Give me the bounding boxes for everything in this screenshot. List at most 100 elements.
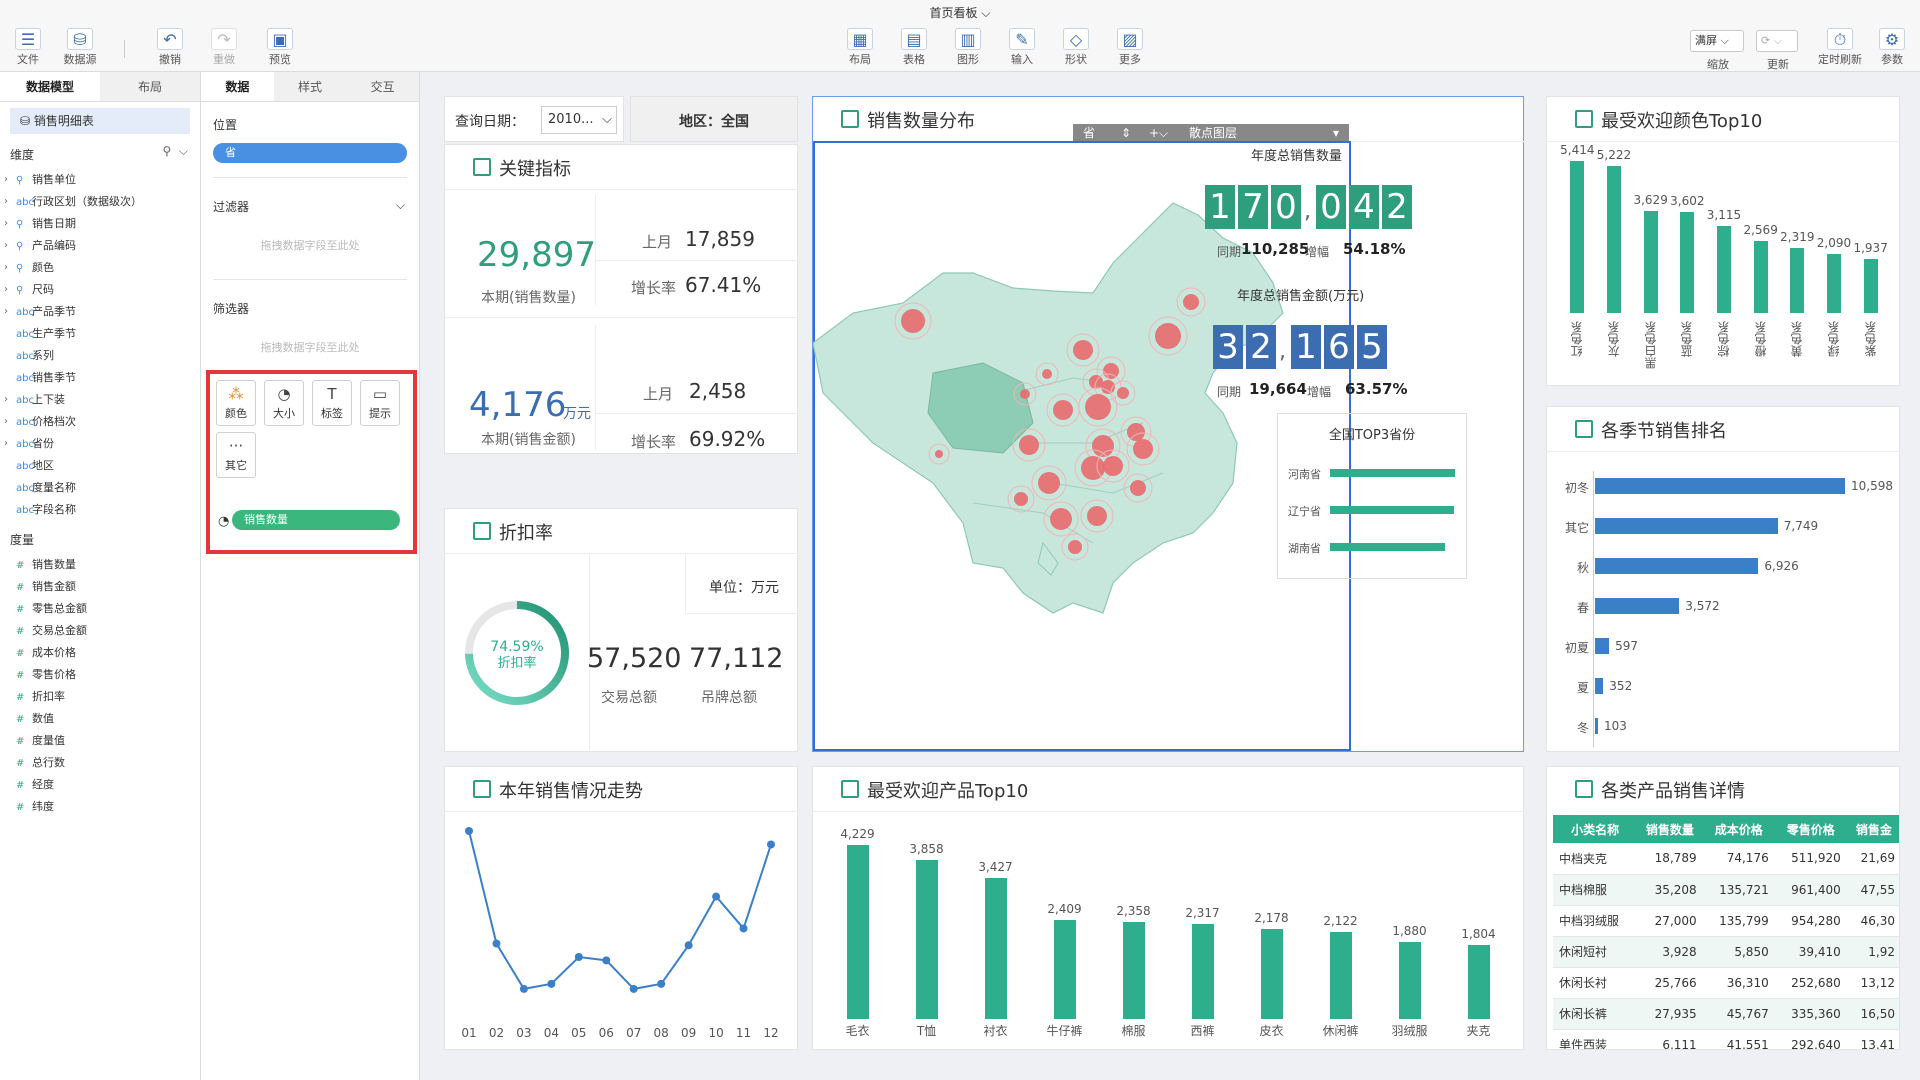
- measure-field[interactable]: # 纬度: [0, 796, 200, 818]
- chevron-right-icon[interactable]: ›: [4, 174, 8, 185]
- add-layer-icon[interactable]: +⌵: [1149, 126, 1169, 140]
- qty-yoy-label: 同期: [1217, 245, 1242, 259]
- number-field-icon: #: [16, 670, 25, 681]
- chevron-right-icon[interactable]: ›: [4, 416, 8, 427]
- filter-drop-zone[interactable]: 拖拽数据字段至此处: [260, 239, 360, 252]
- table-row[interactable]: 中档夹克 18,789 74,176 511,920 21,69: [1553, 843, 1899, 875]
- dimension-field[interactable]: abc地区: [0, 455, 200, 477]
- measure-field[interactable]: # 数值: [0, 708, 200, 730]
- more-button[interactable]: ▨ 更多: [1106, 28, 1154, 70]
- move-icon[interactable]: ⇕: [1121, 126, 1132, 140]
- dimension-field[interactable]: › abc价格档次: [0, 411, 200, 433]
- dimension-field[interactable]: › ⚲ 销售单位: [0, 169, 200, 191]
- measure-field[interactable]: # 零售价格: [0, 664, 200, 686]
- graph-button[interactable]: ▥ 图形: [944, 28, 992, 70]
- dimension-field[interactable]: › abc行政区划（数据级次）: [0, 191, 200, 213]
- column-header[interactable]: 小类名称: [1553, 815, 1638, 843]
- dimension-field[interactable]: abc生产季节: [0, 323, 200, 345]
- zoom-select[interactable]: 满屏 ⌵: [1690, 30, 1744, 52]
- timer-refresh-button[interactable]: ⏱ 定时刷新: [1812, 28, 1868, 70]
- mark-color-button[interactable]: ⁂ 颜色: [216, 380, 256, 426]
- file-button[interactable]: ☰ 文件: [4, 28, 52, 70]
- chevron-right-icon[interactable]: ›: [4, 262, 8, 273]
- region-filter[interactable]: 地区：全国: [630, 96, 798, 142]
- picker-drop-zone[interactable]: 拖拽数据字段至此处: [260, 341, 360, 354]
- layer-toolbar[interactable]: 省 ⇕ +⌵ 散点图层 ▾: [1073, 124, 1349, 142]
- column-header[interactable]: 零售价格: [1774, 815, 1847, 843]
- shape-button[interactable]: ◇ 形状: [1052, 28, 1100, 70]
- tab-data[interactable]: 数据: [201, 72, 274, 101]
- table-row[interactable]: 休闲短衬 3,928 5,850 39,410 1,92: [1553, 936, 1899, 968]
- datasource-button[interactable]: ⛁ 数据源: [56, 28, 104, 70]
- mark-label-button[interactable]: T 标签: [312, 380, 352, 426]
- redo-button[interactable]: ↷ 重做: [200, 28, 248, 70]
- dimension-field[interactable]: › ⚲ 尺码: [0, 279, 200, 301]
- column-header[interactable]: 销售数量: [1637, 815, 1703, 843]
- measure-field[interactable]: # 销售金额: [0, 576, 200, 598]
- layer-province-button[interactable]: 省: [1083, 126, 1096, 140]
- measure-field[interactable]: # 交易总金额: [0, 620, 200, 642]
- dimension-field[interactable]: › ⚲ 颜色: [0, 257, 200, 279]
- table-row[interactable]: 休闲长衬 25,766 36,310 252,680 13,12: [1553, 967, 1899, 999]
- table-row[interactable]: 单件西装 6,111 41,551 292,640 13,41: [1553, 1029, 1899, 1049]
- measure-field[interactable]: # 度量值: [0, 730, 200, 752]
- measure-field[interactable]: # 成本价格: [0, 642, 200, 664]
- table-row[interactable]: 休闲长裤 27,935 45,767 335,360 16,50: [1553, 998, 1899, 1030]
- dimension-field[interactable]: › ⚲ 产品编码: [0, 235, 200, 257]
- tab-style[interactable]: 样式: [298, 80, 323, 94]
- table-cell: 292,640: [1774, 1029, 1847, 1049]
- chevron-right-icon[interactable]: ›: [4, 394, 8, 405]
- dimension-field[interactable]: › abc省份: [0, 433, 200, 455]
- divider: [813, 811, 1525, 812]
- dimension-field[interactable]: abc销售季节: [0, 367, 200, 389]
- map-selection-frame[interactable]: [813, 141, 1351, 751]
- preview-button[interactable]: ▣ 预览: [256, 28, 304, 70]
- tab-interaction[interactable]: 交互: [370, 80, 395, 94]
- dimension-field[interactable]: › abc上下装: [0, 389, 200, 411]
- chevron-right-icon[interactable]: ›: [4, 196, 8, 207]
- tab-layout[interactable]: 布局: [137, 80, 162, 94]
- params-button[interactable]: ⚙ 参数: [1868, 28, 1916, 70]
- table-header-row: 小类名称 销售数量 成本价格 零售价格 销售金: [1553, 815, 1899, 843]
- chevron-down-icon[interactable]: ▾: [1332, 126, 1339, 140]
- search-icon[interactable]: ⚲: [162, 144, 172, 158]
- filter-header[interactable]: 过滤器 ⌵: [201, 184, 419, 221]
- measure-field[interactable]: # 零售总金额: [0, 598, 200, 620]
- dataset-item[interactable]: ⛁ 销售明细表: [10, 108, 190, 134]
- discount-card: 折扣率 单位：万元 74.59% 折扣率 57,520 交易总额 77,112 …: [444, 508, 799, 753]
- undo-button[interactable]: ↶ 撤销: [146, 28, 194, 70]
- measure-field[interactable]: # 折扣率: [0, 686, 200, 708]
- dimension-field[interactable]: abc系列: [0, 345, 200, 367]
- position-field-pill[interactable]: 省: [213, 143, 407, 163]
- date-select[interactable]: 2010... ⌵: [541, 106, 617, 134]
- layout-button[interactable]: ▦ 布局: [836, 28, 884, 70]
- table-button[interactable]: ▤ 表格: [890, 28, 938, 70]
- tab-data-model[interactable]: 数据模型: [0, 72, 100, 101]
- dimension-field[interactable]: › abc产品季节: [0, 301, 200, 323]
- dimension-field[interactable]: › ⚲ 销售日期: [0, 213, 200, 235]
- table-row[interactable]: 中档棉服 35,208 135,721 961,400 47,55: [1553, 874, 1899, 906]
- chevron-right-icon[interactable]: ›: [4, 240, 8, 251]
- chevron-right-icon[interactable]: ›: [4, 438, 8, 449]
- mark-tooltip-button[interactable]: ▭ 提示: [360, 380, 400, 426]
- table-row[interactable]: 中档羽绒服 27,000 135,799 954,280 46,30: [1553, 905, 1899, 937]
- measure-field[interactable]: # 经度: [0, 774, 200, 796]
- update-button[interactable]: ⟳ ⌵: [1756, 30, 1798, 52]
- chevron-right-icon[interactable]: ›: [4, 218, 8, 229]
- column-header[interactable]: 销售金: [1846, 815, 1899, 843]
- column-header[interactable]: 成本价格: [1702, 815, 1775, 843]
- measure-field[interactable]: # 销售数量: [0, 554, 200, 576]
- chevron-down-icon[interactable]: ⌵: [178, 144, 188, 158]
- colors-title: 最受欢迎颜色Top10: [1575, 107, 1762, 133]
- mark-size-button[interactable]: ◔ 大小: [264, 380, 304, 426]
- dimension-field[interactable]: abc字段名称: [0, 499, 200, 521]
- measure-field[interactable]: # 总行数: [0, 752, 200, 774]
- size-field-pill[interactable]: 销售数量: [232, 510, 400, 530]
- mark-other-button[interactable]: ··· 其它: [216, 432, 256, 478]
- dimension-field[interactable]: abc度量名称: [0, 477, 200, 499]
- chevron-right-icon[interactable]: ›: [4, 284, 8, 295]
- input-button[interactable]: ✎ 输入: [998, 28, 1046, 70]
- chevron-right-icon[interactable]: ›: [4, 306, 8, 317]
- dashboard-title-bar[interactable]: 首页看板 ⌵: [0, 0, 1920, 26]
